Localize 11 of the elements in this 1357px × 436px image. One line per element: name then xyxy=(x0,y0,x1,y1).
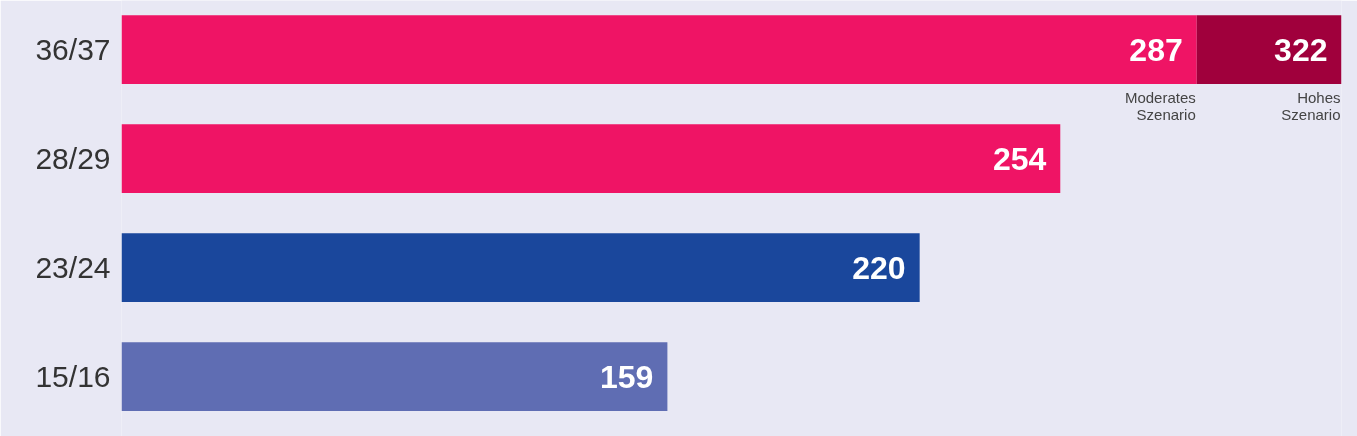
data-label: 220 xyxy=(852,249,906,286)
y-tick-label: 28/29 xyxy=(35,142,111,176)
total-label: 322 xyxy=(1274,31,1328,68)
y-tick-label: 23/24 xyxy=(35,251,111,285)
y-tick-label: 15/16 xyxy=(35,360,111,394)
series-label: Hohes Szenario xyxy=(1281,88,1341,123)
data-label: 287 xyxy=(1129,31,1183,68)
data-label: 254 xyxy=(992,140,1047,177)
series-label: Moderates Szenario xyxy=(1124,88,1196,123)
data-label: 159 xyxy=(600,358,654,395)
y-tick-label: 36/37 xyxy=(35,33,111,67)
